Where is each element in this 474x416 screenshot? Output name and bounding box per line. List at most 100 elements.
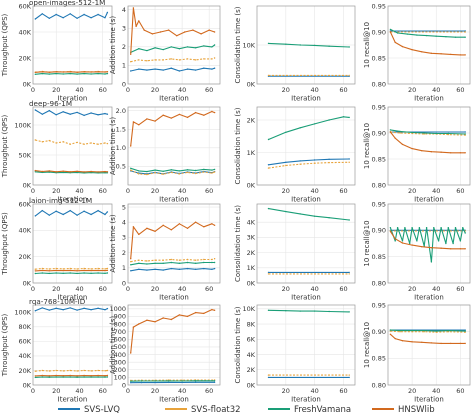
- data-point-hnswlib: [430, 342, 433, 344]
- data-point-svs-lvq: [213, 267, 216, 270]
- y-axis-label: Addition time (s): [109, 214, 117, 273]
- y-tick-label: 200: [114, 366, 126, 374]
- data-point-freshvamana: [447, 329, 449, 332]
- data-point-svs-float32: [213, 171, 216, 173]
- data-point-hnswlib: [62, 269, 64, 272]
- data-point-svs-lvq: [76, 214, 78, 216]
- data-point-svs-float32: [162, 59, 164, 61]
- y-tick-label: 4K: [247, 351, 256, 359]
- x-tick-label: 20: [151, 86, 159, 94]
- plot-frame: [127, 5, 221, 85]
- data-point-svs-lvq: [170, 67, 172, 69]
- data-point-freshvamana: [454, 36, 457, 38]
- data-point-svs-float32: [267, 167, 270, 169]
- data-point-svs-lvq: [76, 309, 78, 311]
- data-point-freshvamana: [435, 35, 437, 37]
- data-point-freshvamana: [83, 376, 85, 378]
- data-point-hnswlib: [194, 311, 197, 314]
- data-point-hnswlib: [203, 226, 205, 228]
- data-point-freshvamana: [267, 42, 270, 45]
- y-tick-label: 1.5: [116, 126, 126, 134]
- y-axis-label: Throughput (QPS): [1, 212, 9, 276]
- data-point-freshvamana: [462, 227, 464, 229]
- data-point-svs-lvq: [62, 111, 64, 113]
- data-point-freshvamana: [106, 172, 109, 174]
- y-tick-label: 3: [122, 25, 126, 33]
- data-point-freshvamana: [170, 169, 172, 171]
- data-point-freshvamana: [411, 227, 413, 229]
- data-point-svs-float32: [34, 139, 36, 141]
- data-point-svs-lvq: [104, 17, 106, 19]
- data-point-freshvamana: [299, 213, 301, 215]
- data-point-hnswlib: [162, 114, 164, 116]
- data-point-freshvamana: [90, 376, 92, 378]
- data-point-hnswlib: [459, 54, 462, 56]
- x-tick-label: 40: [178, 187, 186, 195]
- data-point-hnswlib: [401, 340, 404, 342]
- data-point-freshvamana: [41, 272, 43, 274]
- data-point-svs-float32: [62, 370, 64, 372]
- legend-label: FreshVamana: [294, 405, 351, 415]
- data-point-svs-float32: [435, 331, 437, 333]
- panel-r2-c1: 0 1 2 3 4 5 0 20 40 60 Iteration Addition time (s): [109, 203, 221, 302]
- panel-r1-c0: 0K 50K 100K 0 20 40 60 Iteration Throughput (QPS…: [1, 99, 113, 204]
- x-tick-label: 0: [126, 187, 130, 195]
- data-point-hnswlib: [394, 337, 396, 340]
- data-point-hnswlib: [178, 223, 181, 225]
- data-point-hnswlib: [83, 71, 85, 73]
- data-point-freshvamana: [178, 170, 181, 172]
- data-point-svs-lvq: [130, 382, 132, 384]
- y-tick-label: 0: [122, 279, 126, 287]
- data-point-hnswlib: [389, 131, 392, 133]
- data-point-freshvamana: [48, 272, 50, 275]
- data-point-freshvamana: [181, 380, 183, 382]
- data-point-svs-lvq: [48, 17, 50, 19]
- x-axis-label: Iteration: [58, 95, 88, 103]
- series-line-freshvamana: [35, 272, 108, 275]
- data-point-freshvamana: [146, 49, 148, 52]
- data-point-freshvamana: [213, 44, 216, 46]
- data-point-hnswlib: [130, 258, 132, 260]
- data-point-hnswlib: [132, 226, 135, 228]
- data-point-hnswlib: [213, 224, 216, 226]
- data-point-svs-lvq: [90, 309, 92, 311]
- data-point-hnswlib: [90, 375, 92, 377]
- data-point-svs-float32: [130, 261, 132, 263]
- data-point-freshvamana: [389, 28, 392, 31]
- data-point-freshvamana: [90, 171, 92, 174]
- data-point-hnswlib: [106, 71, 109, 73]
- series-line-freshvamana: [268, 42, 350, 48]
- data-point-svs-float32: [34, 268, 36, 270]
- series-line-svs-lvq: [35, 109, 108, 116]
- y-tick-label: 0.90: [372, 129, 386, 137]
- data-point-freshvamana: [194, 380, 197, 382]
- data-point-freshvamana: [90, 73, 92, 75]
- data-point-hnswlib: [154, 230, 156, 232]
- y-axis-label: 10 recall@10: [363, 220, 371, 266]
- data-point-hnswlib: [90, 71, 92, 73]
- panel-r0-c3: 0.80 0.85 0.90 0.95 20 40 60 Iteration 10 recall…: [363, 2, 471, 103]
- x-tick-label: 60: [339, 187, 347, 195]
- data-point-svs-lvq: [55, 307, 57, 309]
- panel-r0-c0: 0K 20K 40K 60K 0 20 40 60 Iteration Throughput (Q…: [1, 0, 113, 103]
- data-point-freshvamana: [423, 132, 425, 134]
- data-point-hnswlib: [34, 169, 36, 172]
- panel-r1-c3: 0.80 0.85 0.90 0.95 20 40 60 Iteration 10 recall…: [363, 103, 471, 204]
- data-point-svs-float32: [203, 171, 205, 173]
- data-point-freshvamana: [401, 240, 404, 242]
- x-tick-label: 40: [432, 187, 440, 195]
- series-line-freshvamana: [130, 167, 215, 173]
- data-point-svs-float32: [76, 268, 78, 270]
- data-point-freshvamana: [178, 262, 181, 264]
- data-point-svs-lvq: [328, 158, 330, 160]
- data-point-svs-float32: [62, 268, 64, 270]
- data-point-freshvamana: [464, 133, 466, 135]
- y-tick-label: 0K: [247, 279, 256, 287]
- series-line-hnswlib: [389, 131, 466, 154]
- y-tick-label: 0.95: [372, 200, 386, 208]
- data-point-svs-lvq: [48, 214, 50, 216]
- data-point-svs-lvq: [181, 381, 183, 384]
- data-point-freshvamana: [62, 171, 64, 174]
- data-point-svs-lvq: [55, 114, 57, 116]
